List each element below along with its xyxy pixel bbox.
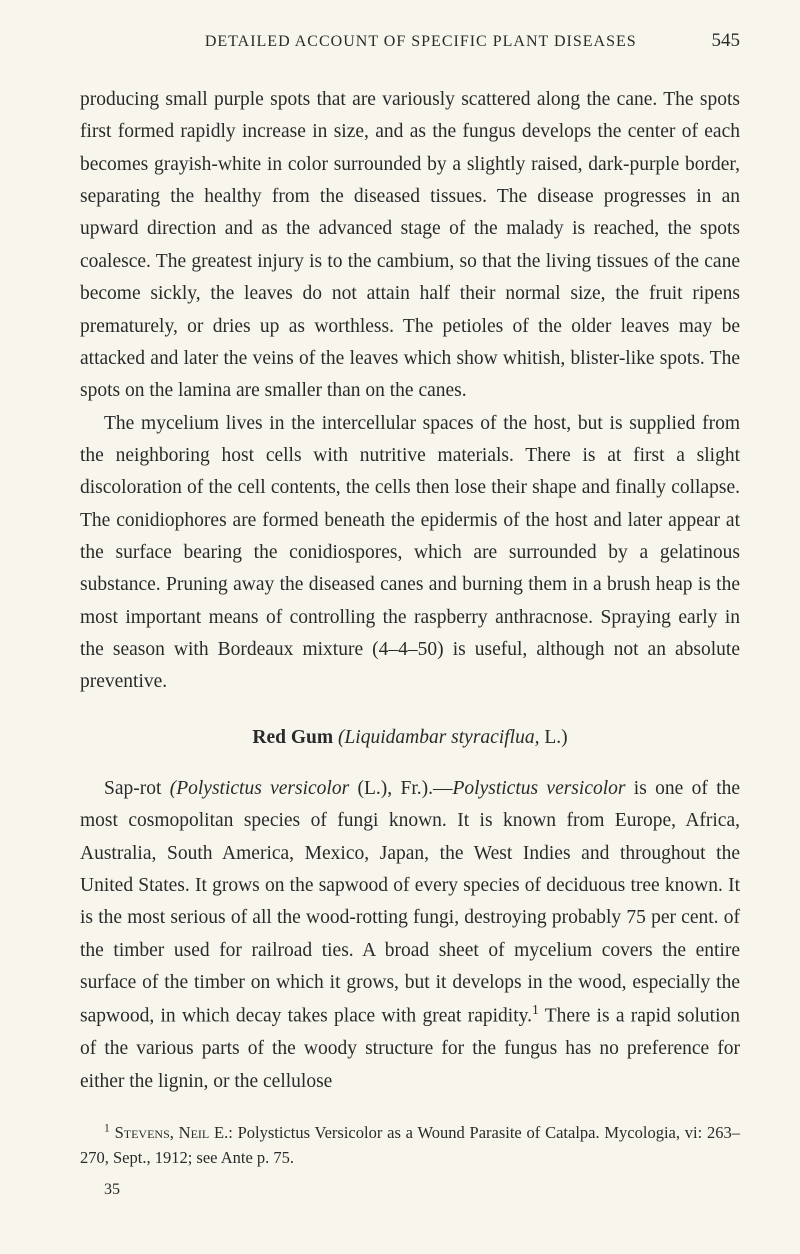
footnote-authors: Stevens, Neil bbox=[110, 1123, 209, 1142]
p3-footnote-ref: 1 bbox=[532, 1002, 539, 1017]
heading-suffix: L.) bbox=[539, 727, 567, 748]
p3-mid: (L.), Fr.).— bbox=[349, 778, 452, 799]
signature-number: 35 bbox=[104, 1181, 740, 1199]
p3-italic2: Polystictus versicolor bbox=[453, 778, 626, 799]
running-head: DETAILED ACCOUNT OF SPECIFIC PLANT DISEA… bbox=[130, 33, 712, 51]
heading-italic: (Liquidambar styraciflua, bbox=[338, 727, 540, 748]
section-heading: Red Gum (Liquidambar styraciflua, L.) bbox=[80, 727, 740, 749]
p3-prefix: Sap-rot bbox=[104, 778, 170, 799]
p3-italic1: (Polystictus versicolor bbox=[170, 778, 349, 799]
paragraph-2: The mycelium lives in the intercellular … bbox=[80, 408, 740, 699]
p3-body: is one of the most cosmopolitan species … bbox=[80, 778, 740, 1027]
page-number: 545 bbox=[712, 30, 741, 52]
paragraph-3: Sap-rot (Polystictus versicolor (L.), Fr… bbox=[80, 773, 740, 1098]
paragraph-1: producing small purple spots that are va… bbox=[80, 84, 740, 408]
page-header: DETAILED ACCOUNT OF SPECIFIC PLANT DISEA… bbox=[80, 30, 740, 52]
heading-bold: Red Gum bbox=[252, 727, 333, 748]
footnote: 1 Stevens, Neil E.: Polystictus Versicol… bbox=[80, 1120, 740, 1171]
